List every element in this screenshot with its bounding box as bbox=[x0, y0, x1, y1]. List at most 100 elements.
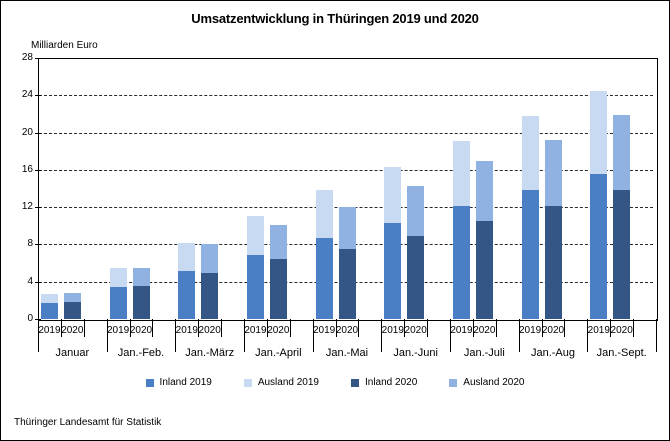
x-axis-year-label: 2019 bbox=[38, 325, 61, 336]
bar-segment bbox=[63, 302, 81, 319]
stacked-bar bbox=[338, 207, 356, 319]
x-axis-year-label: 2019 bbox=[175, 325, 198, 336]
stacked-bar bbox=[384, 167, 402, 319]
bar-segment bbox=[475, 221, 493, 319]
bar-segment bbox=[40, 303, 58, 319]
x-axis-year-label: 2019 bbox=[587, 325, 610, 336]
gridline bbox=[39, 132, 653, 134]
bar-segment bbox=[521, 190, 539, 319]
stacked-bar bbox=[178, 242, 196, 319]
x-axis-year-label: 2020 bbox=[541, 325, 565, 336]
x-axis-year-label: 2020 bbox=[61, 325, 84, 336]
y-axis-tick bbox=[35, 281, 41, 283]
y-axis-tick bbox=[35, 95, 41, 97]
stacked-bar bbox=[109, 267, 127, 319]
x-axis-year-label: 2020 bbox=[198, 325, 221, 336]
bar-segment bbox=[544, 206, 562, 319]
gridline bbox=[39, 169, 653, 171]
legend-label: Inland 2019 bbox=[159, 377, 212, 388]
bar-segment bbox=[63, 292, 81, 303]
x-axis-year-label: 2019 bbox=[244, 325, 267, 336]
x-axis-group-tick bbox=[587, 319, 589, 352]
x-axis-year-label: 2019 bbox=[518, 325, 542, 336]
x-axis-category-label: Jan.-Feb. bbox=[117, 347, 165, 359]
bar-segment bbox=[590, 173, 608, 319]
x-axis-minor-tick bbox=[633, 319, 635, 337]
x-axis-group-tick bbox=[312, 319, 314, 352]
x-axis-minor-tick bbox=[495, 319, 497, 337]
bar-segment bbox=[132, 286, 150, 319]
stacked-bar bbox=[613, 114, 631, 319]
x-axis-minor-tick bbox=[610, 319, 612, 337]
stacked-bar bbox=[475, 160, 493, 319]
x-axis-year-label: 2019 bbox=[312, 325, 336, 336]
x-axis-minor-tick bbox=[129, 319, 131, 337]
chart-title: Umsatzentwicklung in Thüringen 2019 und … bbox=[191, 11, 479, 26]
x-axis-group-tick bbox=[381, 319, 383, 352]
legend-item: Ausland 2019 bbox=[243, 377, 319, 388]
legend-item: Inland 2019 bbox=[145, 377, 212, 388]
bar-segment bbox=[613, 114, 631, 191]
y-axis-unit-label: Milliarden Euro bbox=[31, 40, 98, 51]
x-axis-category-label: Jan.-März bbox=[185, 347, 235, 359]
legend-item: Inland 2020 bbox=[351, 377, 417, 388]
bar-segment bbox=[338, 207, 356, 250]
y-axis-tick bbox=[35, 169, 41, 171]
stacked-bar bbox=[544, 140, 562, 319]
x-axis-minor-tick bbox=[83, 319, 85, 337]
legend: Inland 2019 Ausland 2019 Inland 2020 Auslan… bbox=[1, 377, 669, 388]
stacked-bar bbox=[201, 244, 219, 319]
bar-segment bbox=[109, 267, 127, 288]
bar-segment bbox=[338, 249, 356, 319]
y-axis-tick-label: 16 bbox=[21, 163, 33, 175]
stacked-bar bbox=[590, 90, 608, 319]
legend-label: Inland 2020 bbox=[365, 377, 418, 388]
x-axis-group-tick bbox=[244, 319, 245, 352]
x-axis-group-tick bbox=[450, 319, 451, 352]
x-axis-category-label: Jan.-Sept. bbox=[596, 347, 647, 359]
bar-segment bbox=[315, 190, 333, 238]
x-axis-year-label: 2019 bbox=[450, 325, 473, 336]
y-axis-tick-label: 12 bbox=[21, 201, 33, 213]
bar-segment bbox=[407, 185, 425, 237]
legend-swatch bbox=[145, 378, 154, 387]
stacked-bar bbox=[63, 292, 81, 319]
x-axis-category-label: Jan.-Juni bbox=[393, 347, 438, 359]
bar-segment bbox=[269, 224, 287, 260]
stacked-bar bbox=[132, 267, 150, 319]
bar-segment bbox=[178, 242, 196, 272]
x-axis-minor-tick bbox=[289, 319, 291, 337]
x-axis-minor-tick bbox=[541, 319, 543, 337]
x-axis-category-label: Januar bbox=[55, 347, 90, 359]
bar-segment bbox=[452, 140, 470, 207]
x-axis-minor-tick bbox=[266, 319, 268, 337]
bar-segment bbox=[613, 190, 631, 319]
x-axis-year-label: 2020 bbox=[129, 325, 153, 336]
y-axis-tick-label: 20 bbox=[21, 126, 33, 138]
bar-segment bbox=[452, 206, 470, 319]
x-axis-group-tick bbox=[106, 319, 108, 352]
x-axis-year-label: 2019 bbox=[381, 325, 404, 336]
legend-swatch bbox=[449, 378, 458, 387]
bar-segment bbox=[201, 244, 219, 274]
stacked-bar bbox=[315, 190, 333, 319]
x-axis-group-tick bbox=[656, 319, 657, 352]
x-axis-category-label: Jan.-Juli bbox=[463, 347, 505, 359]
legend-label: Ausland 2019 bbox=[257, 377, 319, 388]
x-axis-minor-tick bbox=[152, 319, 154, 337]
stacked-bar bbox=[269, 224, 287, 319]
stacked-bar bbox=[407, 185, 425, 319]
x-axis-year-label: 2020 bbox=[473, 325, 496, 336]
x-axis-minor-tick bbox=[335, 319, 337, 337]
x-axis-group-tick bbox=[38, 319, 39, 352]
stacked-bar bbox=[246, 216, 264, 319]
x-axis-minor-tick bbox=[60, 319, 62, 337]
bar-segment bbox=[407, 236, 425, 319]
gridline bbox=[39, 95, 653, 97]
x-axis-minor-tick bbox=[221, 319, 223, 337]
x-axis-minor-tick bbox=[472, 319, 474, 337]
bar-segment bbox=[590, 90, 608, 174]
bar-segment bbox=[315, 237, 333, 319]
